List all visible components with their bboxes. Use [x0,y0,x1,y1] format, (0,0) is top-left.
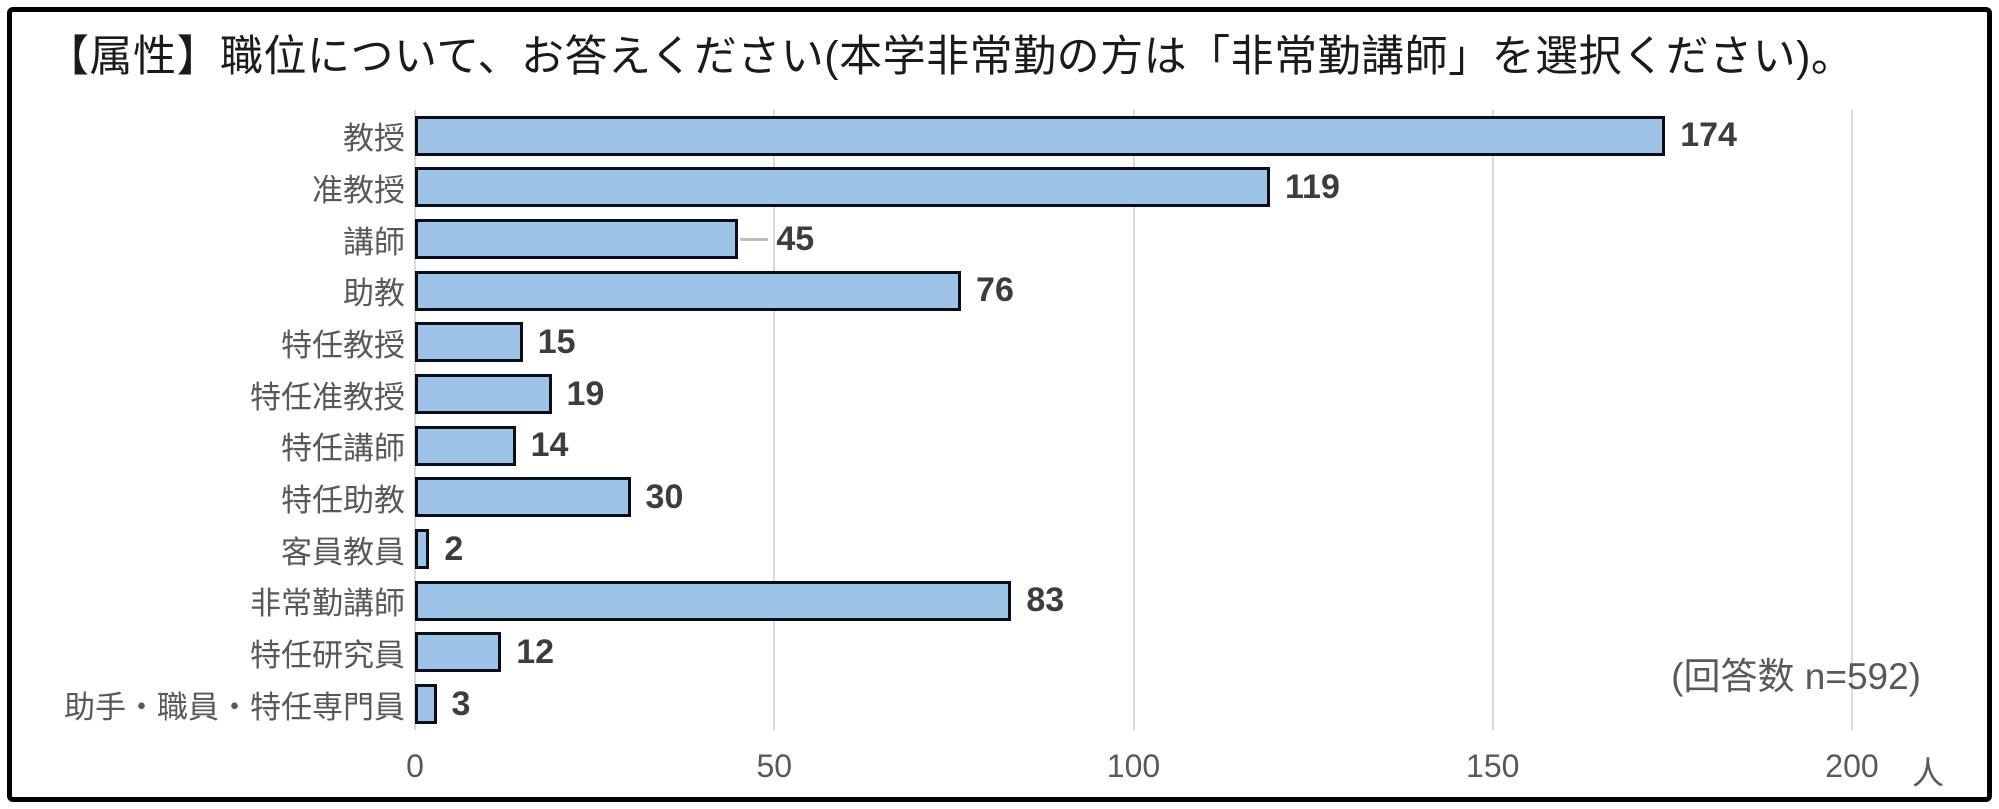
bar-row: 76 [415,265,1852,317]
bar-row: 15 [415,317,1852,369]
category-label: 講師 [343,224,405,260]
gridline [1851,110,1853,730]
category-label: 特任講師 [281,431,405,467]
x-tick-label: 100 [1106,748,1161,784]
value-label: 83 [1026,581,1065,620]
response-count-annotation: (回答数 n=592) [1671,656,1921,697]
bar [415,632,502,673]
plot-area: 174 119 45 76 15 19 14 30 2 83 12 3 [414,110,1853,730]
category-label: 客員教員 [281,534,405,570]
category-label: 助教 [343,276,405,312]
chart-title: 【属性】職位について、お答えください(本学非常勤の方は「非常勤講師」を選択くださ… [46,33,1855,81]
x-tick-label: 50 [756,748,793,784]
category-label: 特任研究員 [250,637,405,673]
value-label: 15 [537,322,576,361]
category-label: 助手・職員・特任専門員 [64,689,405,725]
gridline [1491,110,1494,730]
category-label: 特任教授 [281,327,405,363]
bar [415,115,1666,156]
bar [415,580,1012,621]
bar [415,529,430,570]
bar [415,322,523,363]
bar [415,219,739,260]
bar-row: 30 [415,472,1852,524]
bar-row: 174 [415,110,1852,162]
gridline [414,110,416,730]
category-axis: 教授准教授講師助教特任教授特任准教授特任講師特任助教客員教員非常勤講師特任研究員… [20,110,405,730]
value-label: 30 [645,477,684,516]
bar [415,477,631,518]
bar [415,167,1270,208]
x-tick-label: 200 [1825,748,1879,784]
bar [415,425,516,466]
bar-row: 45 [415,213,1852,265]
value-label: 19 [566,374,605,413]
value-label: 45 [776,219,815,258]
value-label: 174 [1680,116,1737,155]
value-label: 119 [1285,167,1340,206]
bar-row: 19 [415,368,1852,420]
bar [415,270,962,311]
category-label: 非常勤講師 [250,586,405,622]
bar-row: 83 [415,575,1852,627]
category-label: 教授 [343,121,405,157]
category-label: 准教授 [312,172,405,208]
gridline [1132,110,1135,730]
bar-row: 3 [415,678,1852,730]
x-tick-label: 150 [1466,748,1520,784]
bar-row: 14 [415,420,1852,472]
category-label: 特任助教 [281,482,405,518]
value-label: 2 [444,529,464,568]
value-label: 14 [530,426,569,465]
category-label: 特任准教授 [250,379,405,415]
gridline [773,110,776,730]
bar-row: 119 [415,162,1852,214]
x-axis: 0 50 100 150 200 [406,748,1879,798]
value-label: 3 [451,684,471,723]
bar [415,684,437,725]
bar-row: 12 [415,627,1852,679]
leader-line [740,237,769,241]
bar [415,374,552,415]
bar-row: 2 [415,523,1852,575]
x-tick-label: 0 [406,748,424,784]
x-axis-unit-label: 人 [1912,755,1945,791]
value-label: 76 [976,271,1014,310]
value-label: 12 [516,632,555,671]
